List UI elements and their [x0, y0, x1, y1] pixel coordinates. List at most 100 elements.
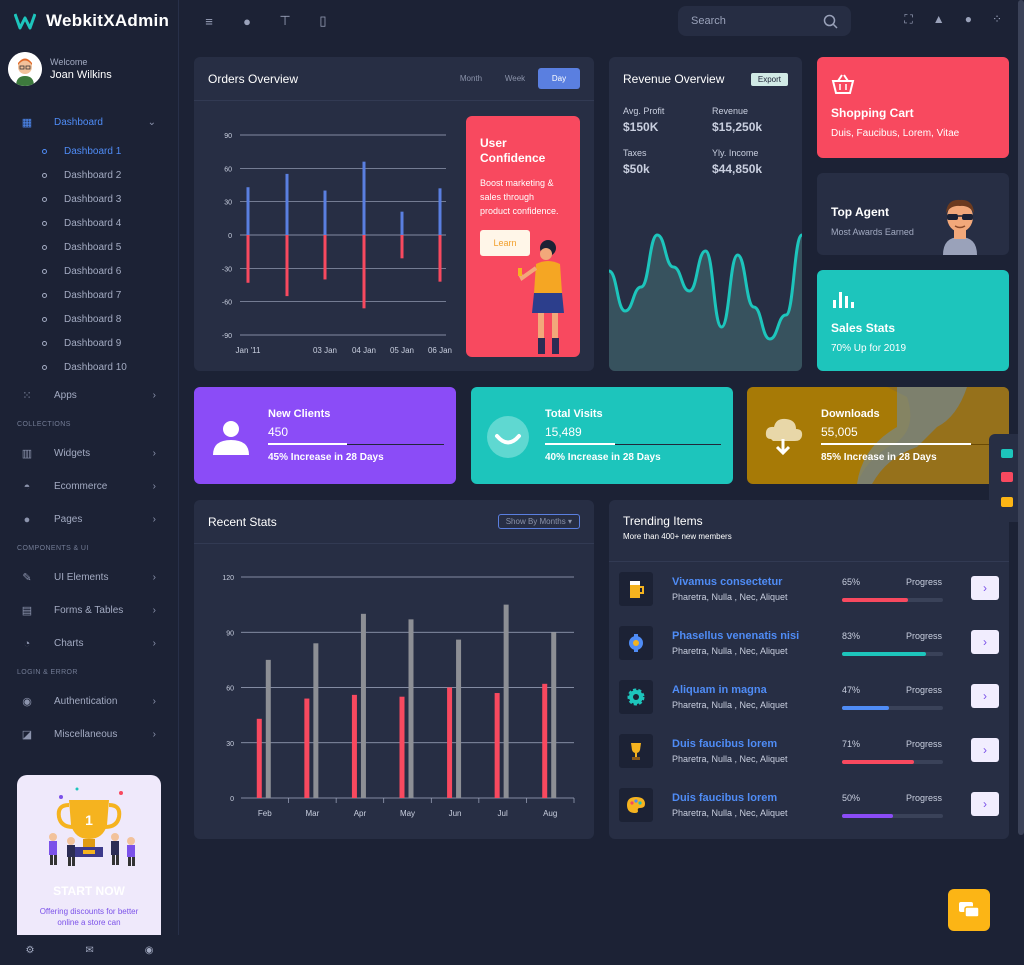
total-visits-card[interactable]: Total Visits 15,489 40% Increase in 28 D… — [471, 387, 733, 484]
sub-dashboard-3[interactable]: Dashboard 3 — [42, 187, 178, 211]
stat-label: Revenue — [712, 106, 749, 116]
item-name[interactable]: Duis faucibus lorem — [672, 738, 778, 750]
nav-widgets[interactable]: ▥ Widgets › — [0, 437, 178, 470]
menu-toggle-icon[interactable]: ≡ — [205, 13, 213, 29]
fullscreen-icon[interactable]: ⛶ — [904, 12, 913, 26]
orders-title: Orders Overview — [208, 71, 299, 86]
nav-dashboard[interactable]: ▦ Dashboard ⌄ — [0, 106, 178, 139]
stat-value: 15,489 — [545, 425, 582, 439]
bell-icon[interactable]: ▲ — [932, 12, 945, 26]
arrow-button[interactable]: › — [971, 792, 999, 816]
show-by-months-dropdown[interactable]: Show By Months ▾ — [497, 514, 580, 529]
y-tick-label: -90 — [222, 333, 232, 340]
nav-miscellaneous[interactable]: ◪ Miscellaneous › — [0, 718, 178, 751]
tab-week[interactable]: Week — [504, 74, 526, 83]
arrow-button[interactable]: › — [971, 576, 999, 600]
x-tick-label: Mar — [305, 809, 319, 818]
x-tick-label: 03 Jan — [313, 346, 337, 355]
user-icon[interactable]: ● — [964, 12, 972, 26]
folder-icon: ◪ — [21, 729, 33, 741]
tab-day[interactable]: Day — [538, 68, 580, 89]
top-agent-card[interactable]: Top Agent Most Awards Earned — [817, 173, 1009, 255]
bar-series-2 — [503, 604, 509, 798]
nav-pages[interactable]: ● Pages › — [0, 503, 178, 536]
shopping-cart-card[interactable]: Shopping Cart Duis, Faucibus, Lorem, Vit… — [817, 57, 1009, 158]
progress-fill — [842, 706, 890, 710]
trending-row: Duis faucibus lorem Pharetra, Nulla , Ne… — [609, 788, 1009, 842]
settings-toggle-icon[interactable]: ⁘ — [991, 12, 1002, 26]
item-name[interactable]: Duis faucibus lorem — [672, 792, 778, 804]
search-icon[interactable] — [823, 14, 838, 29]
camera-icon[interactable] — [1000, 449, 1013, 459]
chevron-right-icon: › — [152, 696, 156, 707]
nav-ui-elements[interactable]: ✎ UI Elements › — [0, 561, 178, 594]
nav-ecommerce[interactable]: ◓ Ecommerce › — [0, 470, 178, 503]
chat-icon[interactable]: ● — [243, 13, 251, 29]
nav-charts[interactable]: ◔ Charts › — [0, 627, 178, 660]
basket-icon — [831, 74, 855, 94]
search-input[interactable]: Search — [678, 6, 851, 36]
stat-avg-profit: Avg. Profit $150K — [623, 106, 712, 134]
new-clients-card[interactable]: New Clients 450 45% Increase in 28 Days — [194, 387, 456, 484]
downloads-card[interactable]: Downloads 55,005 85% Increase in 28 Days — [747, 387, 1009, 484]
trending-row: Phasellus venenatis nisi Pharetra, Nulla… — [609, 626, 1009, 680]
sub-dashboard-5[interactable]: Dashboard 5 — [42, 235, 178, 259]
search-placeholder: Search — [691, 15, 726, 27]
bar-series-2 — [265, 659, 271, 798]
item-name[interactable]: Vivamus consectetur — [672, 576, 783, 588]
user-profile[interactable]: Welcome Joan Wilkins — [0, 42, 178, 96]
promo-title[interactable]: START NOW — [53, 884, 125, 898]
nav-apps[interactable]: ⁙ Apps › — [0, 379, 178, 412]
sub-dashboard-1[interactable]: Dashboard 1 — [42, 139, 178, 163]
nav-forms-tables[interactable]: ▤ Forms & Tables › — [0, 594, 178, 627]
nav-authentication[interactable]: ◉ Authentication › — [0, 685, 178, 718]
sub-dashboard-10[interactable]: Dashboard 10 — [42, 355, 178, 379]
sales-title: Sales Stats — [831, 321, 896, 335]
progress-label: Progress — [906, 577, 943, 587]
dashboard-submenu: Dashboard 1 Dashboard 2 Dashboard 3 Dash… — [0, 139, 178, 379]
stat-value: $150K — [623, 120, 659, 134]
arrow-button[interactable]: › — [971, 684, 999, 708]
settings-icon[interactable]: ⚙ — [25, 944, 35, 956]
clipboard-icon[interactable]: ▯ — [319, 13, 327, 28]
grid-icon: ⁙ — [22, 390, 32, 402]
sub-dashboard-8[interactable]: Dashboard 8 — [42, 307, 178, 331]
brand[interactable]: WebkitXAdmin — [0, 0, 178, 42]
revenue-overview-card: Revenue Overview Export Avg. Profit $150K… — [609, 57, 802, 371]
bar-positive — [362, 161, 366, 235]
scrollbar[interactable] — [1018, 0, 1024, 835]
sidebar-footer: ⚙ ✉ ◉ — [0, 935, 179, 965]
sub-dashboard-2[interactable]: Dashboard 2 — [42, 163, 178, 187]
gear-icon — [619, 680, 653, 714]
stat-sub: 45% Increase in 28 Days — [268, 452, 384, 463]
mail-icon[interactable]: ✉ — [85, 944, 94, 956]
chat-fab-button[interactable] — [948, 889, 990, 931]
bullet-icon — [42, 244, 47, 250]
sub-label: Dashboard 10 — [64, 361, 127, 373]
sub-label: Dashboard 9 — [64, 337, 122, 349]
sub-dashboard-7[interactable]: Dashboard 7 — [42, 283, 178, 307]
item-name[interactable]: Aliquam in magna — [672, 684, 767, 696]
folder-icon[interactable] — [1000, 496, 1013, 507]
nav-dashboard-label: Dashboard — [54, 117, 103, 128]
tab-month[interactable]: Month — [459, 74, 483, 83]
export-badge[interactable]: Export — [750, 72, 788, 86]
layout-icon[interactable]: ⊤ — [279, 13, 291, 28]
y-tick-label: 90 — [226, 630, 234, 637]
sub-dashboard-6[interactable]: Dashboard 6 — [42, 259, 178, 283]
sub-dashboard-9[interactable]: Dashboard 9 — [42, 331, 178, 355]
arrow-button[interactable]: › — [971, 738, 999, 762]
dropdown-label: Show By Months — [505, 517, 566, 526]
sub-dashboard-4[interactable]: Dashboard 4 — [42, 211, 178, 235]
sales-stats-card[interactable]: Sales Stats 70% Up for 2019 — [817, 270, 1009, 371]
stat-track — [268, 444, 444, 445]
area-fill — [609, 235, 802, 371]
learn-button[interactable]: Learn — [480, 230, 530, 256]
item-name[interactable]: Phasellus venenatis nisi — [672, 630, 800, 642]
user-name: Joan Wilkins — [50, 69, 112, 81]
image-icon[interactable] — [1000, 472, 1013, 483]
power-icon[interactable]: ◉ — [144, 944, 154, 956]
arrow-button[interactable]: › — [971, 630, 999, 654]
bar-negative — [323, 235, 327, 280]
bar-negative — [285, 235, 289, 297]
